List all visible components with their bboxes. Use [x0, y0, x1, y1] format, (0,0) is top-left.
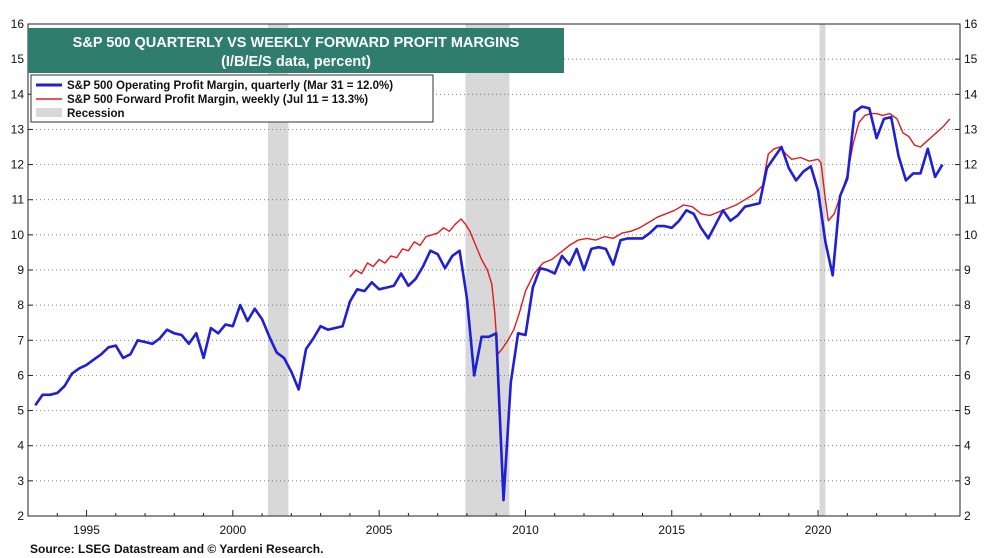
y-tick-right-7: 7	[964, 333, 971, 347]
y-axis-right: 2 3 4 5 6 7 8 9 10 11 12 13 14 15 16	[955, 17, 978, 523]
y-tick-left-15: 15	[11, 52, 25, 66]
y-tick-left-14: 14	[11, 87, 25, 101]
chart-subtitle: (I/B/E/S data, percent)	[221, 54, 371, 70]
y-tick-right-16: 16	[964, 17, 978, 31]
chart-title: S&P 500 QUARTERLY VS WEEKLY FORWARD PROF…	[73, 35, 520, 51]
y-tick-right-11: 11	[964, 193, 977, 207]
y-tick-right-8: 8	[964, 298, 971, 312]
gridlines-layer	[28, 58, 960, 482]
y-tick-right-3: 3	[964, 474, 971, 488]
y-tick-right-4: 4	[964, 439, 971, 453]
y-tick-left-6: 6	[17, 368, 24, 382]
recession-band-2	[819, 24, 826, 516]
y-tick-right-9: 9	[964, 263, 971, 277]
y-tick-left-4: 4	[17, 439, 24, 453]
title-background	[28, 28, 564, 73]
legend-box	[30, 74, 434, 123]
legend-label-quarterly: S&P 500 Operating Profit Margin, quarter…	[67, 80, 393, 92]
x-tick-2015: 2015	[658, 523, 685, 537]
y-tick-left-7: 7	[17, 333, 24, 347]
legend: S&P 500 Operating Profit Margin, quarter…	[30, 74, 434, 123]
y-tick-right-2: 2	[964, 509, 971, 523]
y-tick-left-2: 2	[17, 509, 24, 523]
x-tick-2000: 2000	[219, 523, 246, 537]
y-tick-left-5: 5	[17, 404, 24, 418]
legend-swatch-recession	[36, 108, 62, 117]
y-tick-left-9: 9	[17, 263, 24, 277]
y-tick-left-3: 3	[17, 474, 24, 488]
x-tick-2010: 2010	[512, 523, 539, 537]
y-tick-left-11: 11	[12, 193, 25, 207]
y-tick-left-10: 10	[11, 228, 25, 242]
y-tick-left-8: 8	[17, 298, 24, 312]
y-tick-right-6: 6	[964, 368, 971, 382]
x-axis: 1995 2000 2005 2010 2015 2020	[56, 510, 936, 537]
x-tick-1995: 1995	[73, 523, 100, 537]
series-layer	[34, 105, 951, 502]
source-note: Source: LSEG Datastream and © Yardeni Re…	[30, 542, 323, 556]
y-tick-left-12: 12	[11, 158, 25, 172]
y-tick-right-15: 15	[964, 52, 978, 66]
y-tick-right-5: 5	[964, 404, 971, 418]
x-tick-2020: 2020	[805, 523, 832, 537]
series-forward-line	[349, 112, 951, 355]
y-tick-right-14: 14	[964, 87, 978, 101]
legend-label-recession: Recession	[67, 108, 125, 120]
x-tick-2005: 2005	[366, 523, 393, 537]
series-quarterly-line	[34, 105, 944, 502]
recession-band-0	[267, 24, 289, 516]
y-tick-left-13: 13	[11, 122, 25, 136]
y-tick-right-13: 13	[964, 122, 978, 136]
y-tick-right-12: 12	[964, 158, 978, 172]
title-box: S&P 500 QUARTERLY VS WEEKLY FORWARD PROF…	[28, 28, 564, 73]
y-tick-right-10: 10	[964, 228, 978, 242]
legend-label-forward: S&P 500 Forward Profit Margin, weekly (J…	[67, 94, 368, 106]
y-tick-left-16: 16	[11, 17, 25, 31]
y-axis-left: 2 3 4 5 6 7 8 9 10 11 12 13 14 15 16	[11, 17, 33, 523]
